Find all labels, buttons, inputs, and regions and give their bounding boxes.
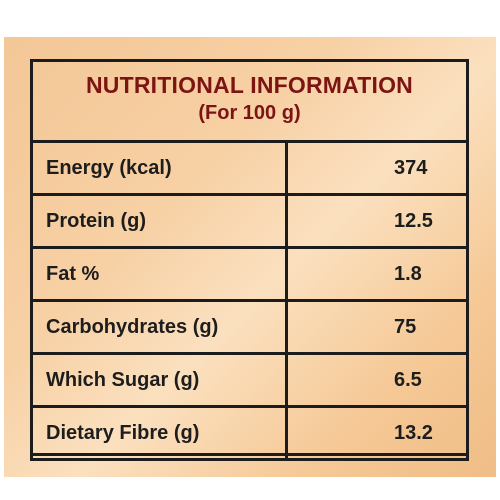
table-row: Fat % 1.8	[30, 246, 469, 302]
nutrient-name: Which Sugar (g)	[30, 352, 288, 408]
table-row: Carbohydrates (g) 75	[30, 299, 469, 355]
label-subtitle: (For 100 g)	[198, 102, 301, 124]
nutrient-name: Protein (g)	[30, 193, 288, 249]
nutrient-name: Energy (kcal)	[30, 140, 288, 196]
nutrient-value: 374	[285, 140, 469, 196]
table-row: Energy (kcal) 374	[30, 140, 469, 196]
nutrient-value: 12.5	[285, 193, 469, 249]
nutrient-value: 1.8	[285, 246, 469, 302]
nutrition-label: NUTRITIONAL INFORMATION (For 100 g) Ener…	[30, 59, 469, 461]
nutrient-name: Dietary Fibre (g)	[30, 405, 288, 461]
table-row: Which Sugar (g) 6.5	[30, 352, 469, 408]
label-title: NUTRITIONAL INFORMATION	[86, 72, 413, 98]
nutrient-value: 13.2	[285, 405, 469, 461]
label-background: NUTRITIONAL INFORMATION (For 100 g) Ener…	[4, 37, 496, 477]
nutrient-value: 6.5	[285, 352, 469, 408]
nutrient-value: 75	[285, 299, 469, 355]
table-row: Dietary Fibre (g) 13.2	[30, 405, 469, 461]
nutrient-name: Carbohydrates (g)	[30, 299, 288, 355]
label-header: NUTRITIONAL INFORMATION (For 100 g)	[33, 62, 466, 143]
nutrition-table: Energy (kcal) 374 Protein (g) 12.5 Fat %…	[30, 140, 469, 461]
nutrient-name: Fat %	[30, 246, 288, 302]
table-row: Protein (g) 12.5	[30, 193, 469, 249]
